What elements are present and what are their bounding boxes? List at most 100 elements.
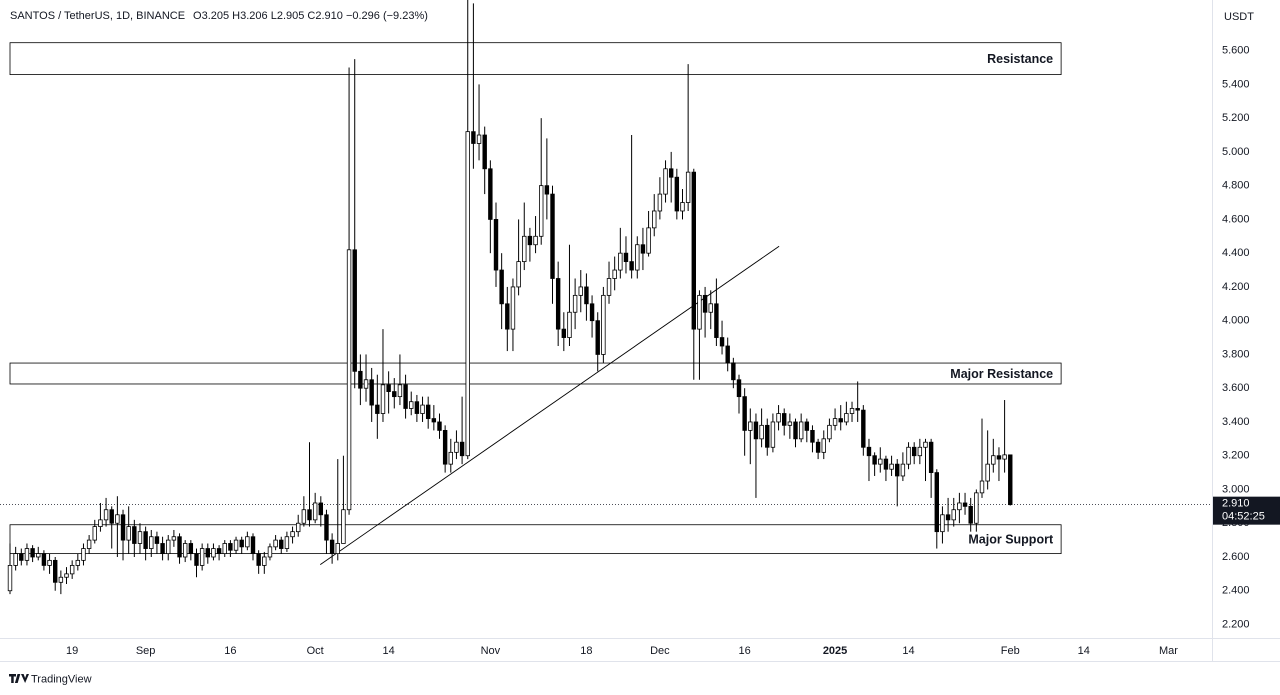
candle-body <box>482 134 487 170</box>
candle-body <box>442 429 448 465</box>
candle-body <box>584 286 589 305</box>
tradingview-logo: TradingView <box>9 673 92 685</box>
candle-body <box>92 526 97 541</box>
candle-body <box>403 384 408 409</box>
candle-body <box>414 401 420 414</box>
candle-body <box>567 311 572 338</box>
last-price-label: 2.910 <box>1222 498 1250 510</box>
candle-body <box>19 553 24 561</box>
y-tick-label: 4.200 <box>1222 281 1250 293</box>
x-tick-label: Nov <box>481 645 501 657</box>
candle-body <box>945 514 951 521</box>
y-tick-label: 3.600 <box>1222 382 1250 394</box>
candle-body <box>555 278 561 330</box>
x-tick-label: Dec <box>650 645 670 657</box>
candle-body <box>736 379 742 398</box>
candle-body <box>708 303 713 313</box>
candle-body <box>668 168 674 178</box>
candle-body <box>815 441 821 453</box>
candle-body <box>149 536 154 549</box>
candle-body <box>262 556 267 566</box>
candle-body <box>663 168 668 195</box>
candle-body <box>471 131 476 144</box>
candle-body <box>488 168 493 220</box>
candle-body <box>256 553 261 566</box>
candle-body <box>233 539 239 551</box>
y-tick-label: 2.600 <box>1222 551 1250 563</box>
candle-body <box>1002 454 1007 460</box>
candle-body <box>312 502 318 521</box>
candle-body <box>216 548 222 555</box>
axes: 2.2002.4002.6002.8003.0003.2003.4003.600… <box>66 45 1280 657</box>
countdown-label: 04:52:25 <box>1222 511 1265 523</box>
candle-body <box>126 526 131 541</box>
candle-body <box>36 553 41 558</box>
candle-body <box>578 286 583 296</box>
candle-body <box>759 424 764 440</box>
candle-body <box>539 185 544 237</box>
candle-body <box>177 536 182 558</box>
candle-body <box>991 455 996 465</box>
candle-body <box>290 531 295 538</box>
candle-body <box>341 509 346 544</box>
candle-body <box>742 396 747 431</box>
candle-body <box>41 553 47 566</box>
candle-body <box>725 345 730 364</box>
candle-body <box>109 509 114 524</box>
candle-body <box>64 573 69 578</box>
y-tick-label: 5.400 <box>1222 78 1250 90</box>
x-tick-label: 14 <box>1078 645 1090 657</box>
candle-body <box>239 539 244 548</box>
y-tick-label: 4.400 <box>1222 247 1250 259</box>
candle-body <box>821 438 826 453</box>
candle-body <box>957 502 962 511</box>
candle-body <box>431 418 437 423</box>
candle-body <box>985 463 990 482</box>
candle-body <box>245 536 250 548</box>
candle-body <box>544 185 550 195</box>
y-tick-label: 3.000 <box>1222 483 1250 495</box>
candle-body <box>103 509 109 521</box>
candle-body <box>714 303 719 338</box>
candle-body <box>968 505 973 524</box>
plot-area: Resistance Major Resistance Major Support <box>0 0 1212 595</box>
candle-body <box>160 543 165 555</box>
candle-body <box>855 408 860 411</box>
candle-body <box>425 404 431 419</box>
candle-body <box>386 384 391 392</box>
candle-body <box>878 458 883 465</box>
candle-body <box>69 565 75 575</box>
candle-body <box>363 379 369 389</box>
candle-body <box>685 171 691 203</box>
candle-body <box>787 421 793 426</box>
candle-body <box>493 219 499 271</box>
candle-body <box>24 548 30 561</box>
trendline <box>319 245 780 565</box>
candle-body <box>906 446 911 465</box>
candle-body <box>120 514 126 541</box>
brand-name: TradingView <box>31 673 92 685</box>
candle-body <box>182 543 188 558</box>
candle-body <box>273 539 278 548</box>
zone <box>9 524 1062 555</box>
candle-body <box>81 548 86 561</box>
candle-body <box>171 536 177 541</box>
x-tick-label: 19 <box>66 645 78 657</box>
candle-body <box>86 539 92 549</box>
candle-body <box>448 451 453 465</box>
candle-body <box>392 391 397 398</box>
candle-body <box>516 261 521 288</box>
candle-body <box>618 252 623 271</box>
candle-body <box>827 424 832 440</box>
zone <box>9 362 1062 385</box>
candle-body <box>409 401 414 409</box>
candle-body <box>154 536 160 544</box>
candle-body <box>872 455 877 465</box>
y-tick-label: 4.600 <box>1222 213 1250 225</box>
candle-body <box>895 463 900 477</box>
candle-body <box>346 249 352 511</box>
candle-body <box>691 171 696 330</box>
